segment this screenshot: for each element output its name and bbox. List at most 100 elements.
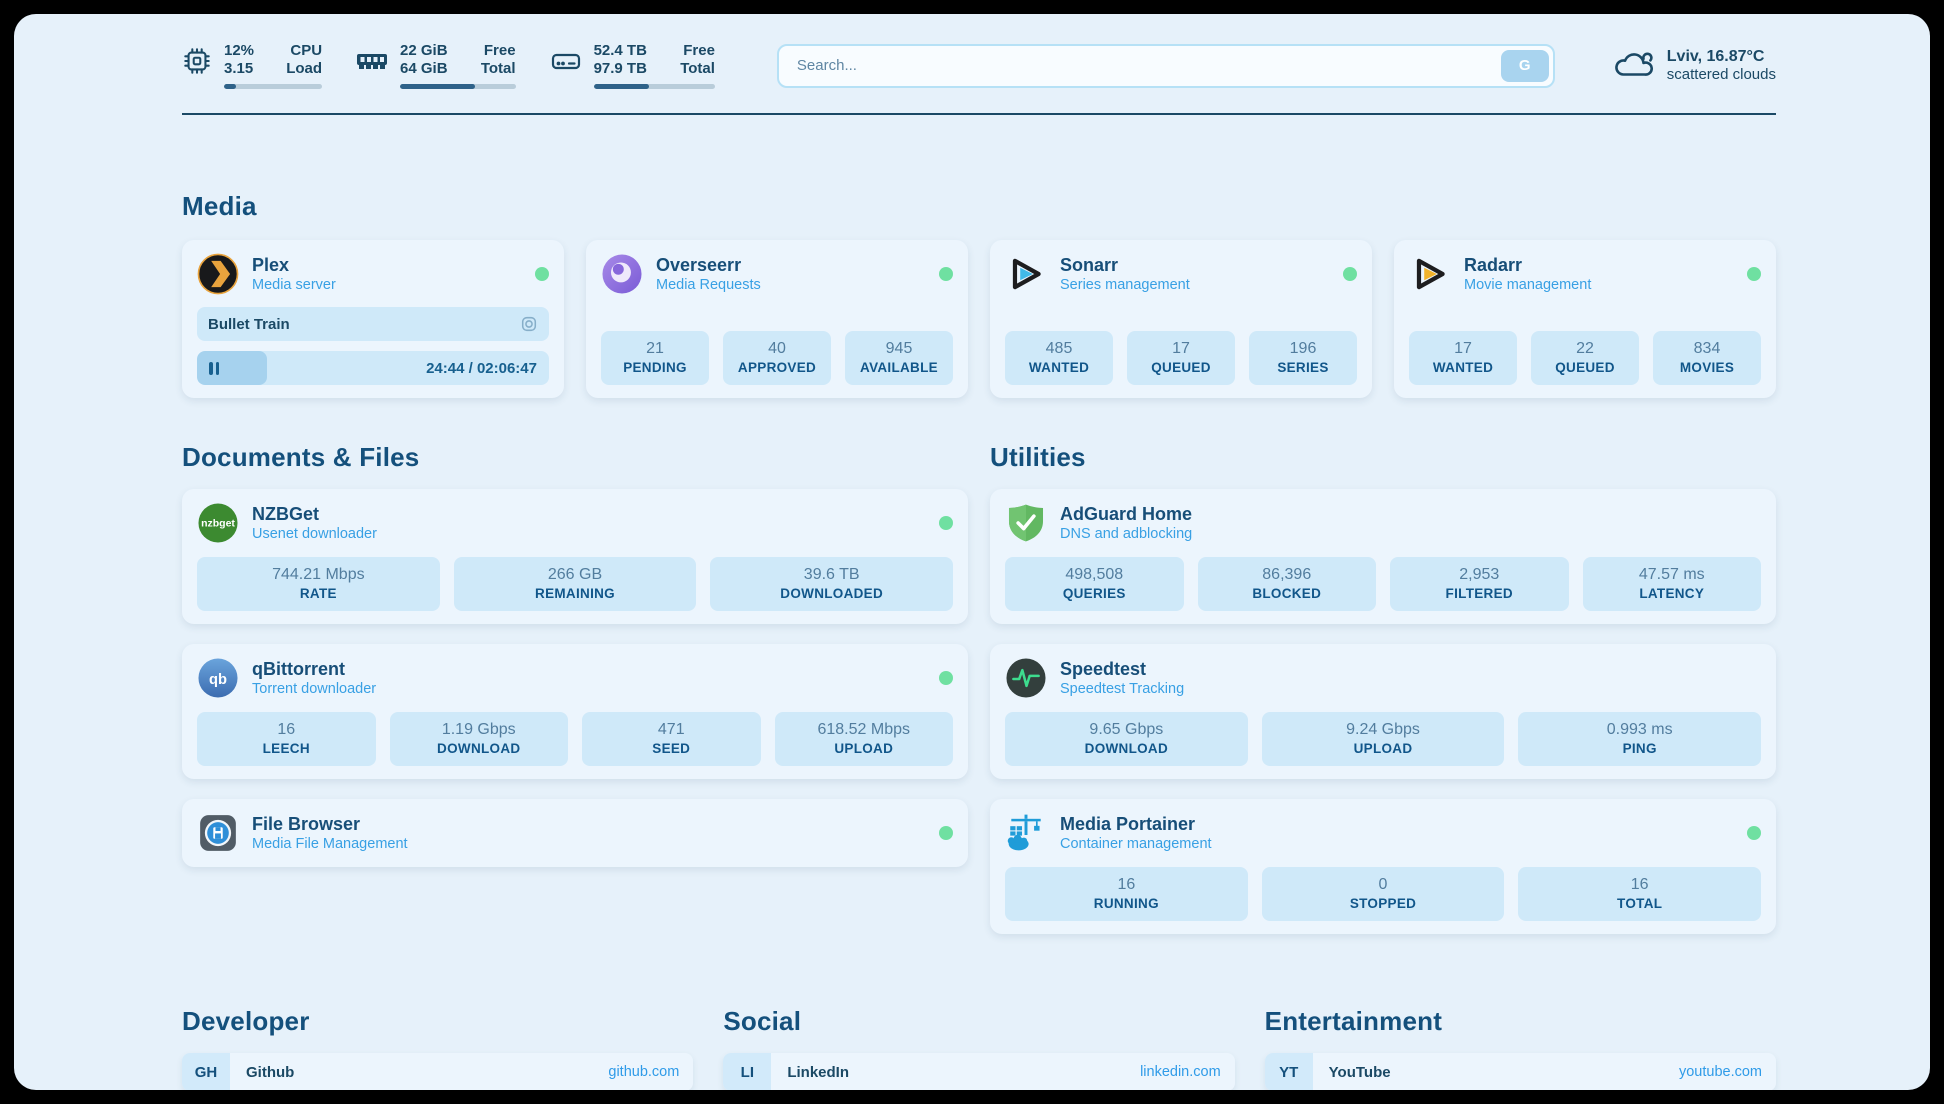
service-card-filebrowser[interactable]: File Browser Media File Management	[182, 799, 968, 867]
service-subtitle: DNS and adblocking	[1060, 525, 1193, 542]
stat-movies: 834 MOVIES	[1653, 331, 1761, 385]
cpu-widget: 12% 3.15 CPU Load	[182, 42, 323, 89]
bookmark-heading-entertainment: Entertainment	[1264, 1006, 1443, 1036]
search-engine-button[interactable]: G	[1500, 49, 1549, 82]
svg-text:nzbget: nzbget	[201, 518, 235, 530]
bookmark-name: Github	[246, 1063, 295, 1081]
stat-stopped: 0 STOPPED	[1261, 867, 1505, 921]
memory-progress-bar	[400, 84, 516, 89]
disk-progress-bar	[593, 84, 715, 89]
stat-filtered: 2,953 FILTERED	[1390, 557, 1569, 611]
cpu-icon	[182, 42, 212, 81]
bookmark-youtube[interactable]: YT YouTube youtube.com	[1264, 1053, 1776, 1090]
service-card-overseerr[interactable]: Overseerr Media Requests 21 PENDING 40 APP…	[586, 240, 968, 398]
status-dot	[535, 267, 549, 281]
bookmark-group-entertainment: Entertainment YT YouTube youtube.com NF …	[1264, 1006, 1776, 1090]
disk-total-value: 97.9 TB	[593, 60, 647, 77]
cpu-label-1: CPU	[290, 42, 323, 59]
service-title: Plex	[252, 254, 290, 275]
service-card-plex[interactable]: Plex Media server Bullet Train	[182, 240, 564, 398]
now-playing-row: Bullet Train	[197, 307, 549, 341]
service-subtitle: Movie management	[1464, 276, 1592, 293]
bookmark-github[interactable]: GH Github github.com	[182, 1053, 694, 1090]
service-card-sonarr[interactable]: Sonarr Series management 485 WANTED 17 QUE…	[990, 240, 1372, 398]
service-card-qbittorrent[interactable]: qb qBittorrent Torrent downloader 16 LEEC…	[182, 644, 968, 779]
adguard-icon	[1005, 502, 1047, 544]
disk-icon	[550, 42, 582, 81]
stat-upload: 9.24 Gbps UPLOAD	[1261, 712, 1505, 766]
service-title: Radarr	[1464, 254, 1523, 275]
service-card-adguard[interactable]: AdGuard Home DNS and adblocking 498,508 Q…	[990, 489, 1776, 624]
media-options-icon[interactable]	[520, 315, 538, 333]
section-utilities: Utilities AdGuard Home	[990, 442, 1776, 934]
stat-available: 945 AVAILABLE	[845, 331, 953, 385]
service-subtitle: Media Requests	[656, 276, 761, 293]
now-playing-title: Bullet Train	[208, 315, 290, 333]
pause-icon[interactable]	[209, 361, 219, 375]
bookmark-name: LinkedIn	[787, 1063, 849, 1081]
service-card-speedtest[interactable]: Speedtest Speedtest Tracking 9.65 Gbps DO…	[990, 644, 1776, 779]
top-bar: 12% 3.15 CPU Load 22 GiB 64 GiB	[182, 14, 1776, 89]
bookmark-heading-social: Social	[723, 1006, 802, 1036]
service-title: NZBGet	[252, 503, 319, 524]
stat-downloaded: 39.6 TB DOWNLOADED	[710, 557, 954, 611]
stat-wanted: 17 WANTED	[1409, 331, 1517, 385]
stat-queued: 17 QUEUED	[1127, 331, 1235, 385]
search-bar: G	[776, 43, 1555, 88]
disk-label-1: Free	[683, 42, 715, 59]
overseerr-icon	[601, 253, 643, 295]
service-title: Sonarr	[1060, 254, 1119, 275]
service-subtitle: Torrent downloader	[252, 680, 377, 697]
topbar-divider	[182, 113, 1776, 115]
stat-pending: 21 PENDING	[601, 331, 709, 385]
stat-series: 196 SERIES	[1249, 331, 1357, 385]
bookmark-abbr: GH	[182, 1053, 230, 1090]
service-card-radarr[interactable]: Radarr Movie management 17 WANTED 22 QUEUE…	[1394, 240, 1776, 398]
service-title: AdGuard Home	[1060, 503, 1193, 524]
service-title: Speedtest	[1060, 658, 1147, 679]
status-dot	[939, 267, 953, 281]
memory-icon	[356, 42, 388, 81]
weather-widget: Lviv, 16.87°C scattered clouds	[1613, 46, 1776, 85]
plex-icon	[197, 253, 239, 295]
cpu-load-value: 3.15	[224, 60, 254, 77]
memory-label-2: Total	[480, 60, 516, 77]
search-input[interactable]	[776, 43, 1555, 88]
stat-latency: 47.57 ms LATENCY	[1582, 557, 1761, 611]
disk-free-value: 52.4 TB	[593, 42, 647, 59]
service-title: File Browser	[252, 813, 361, 834]
stat-wanted: 485 WANTED	[1005, 331, 1113, 385]
bookmark-abbr: LI	[723, 1053, 772, 1090]
speedtest-icon	[1005, 657, 1047, 699]
stat-remaining: 266 GB REMAINING	[453, 557, 697, 611]
section-heading-media: Media	[182, 191, 257, 221]
service-subtitle: Container management	[1060, 835, 1212, 852]
stat-download: 1.19 Gbps DOWNLOAD	[389, 712, 568, 766]
service-card-nzbget[interactable]: nzbget NZBGet Usenet downloader 744.21 M…	[182, 489, 968, 624]
bookmark-abbr: YT	[1264, 1053, 1313, 1090]
disk-widget: 52.4 TB 97.9 TB Free Total	[550, 42, 715, 89]
memory-label-1: Free	[483, 42, 516, 59]
service-title: Media Portainer	[1060, 813, 1196, 834]
nzbget-icon: nzbget	[197, 502, 239, 544]
service-subtitle: Media File Management	[252, 835, 408, 852]
section-heading-utilities: Utilities	[990, 442, 1086, 472]
status-dot	[939, 671, 953, 685]
playback-progress-bar: 24:44 / 02:06:47	[197, 351, 549, 385]
status-dot	[1747, 826, 1761, 840]
stat-leech: 16 LEECH	[197, 712, 376, 766]
cpu-percent: 12%	[224, 42, 255, 59]
weather-condition: scattered clouds	[1666, 66, 1776, 83]
service-card-portainer[interactable]: Media Portainer Container management 16 R…	[990, 799, 1776, 934]
stat-queries: 498,508 QUERIES	[1005, 557, 1184, 611]
bookmark-name: YouTube	[1328, 1063, 1391, 1081]
status-dot	[1747, 267, 1761, 281]
resource-widgets: 12% 3.15 CPU Load 22 GiB 64 GiB	[182, 42, 715, 89]
service-subtitle: Usenet downloader	[252, 525, 377, 542]
bookmark-url: youtube.com	[1678, 1064, 1762, 1080]
service-title: Overseerr	[656, 254, 742, 275]
status-dot	[1343, 267, 1357, 281]
bookmark-url: linkedin.com	[1140, 1064, 1221, 1080]
bookmark-linkedin[interactable]: LI LinkedIn linkedin.com	[723, 1053, 1235, 1090]
bookmark-url: github.com	[608, 1064, 680, 1080]
